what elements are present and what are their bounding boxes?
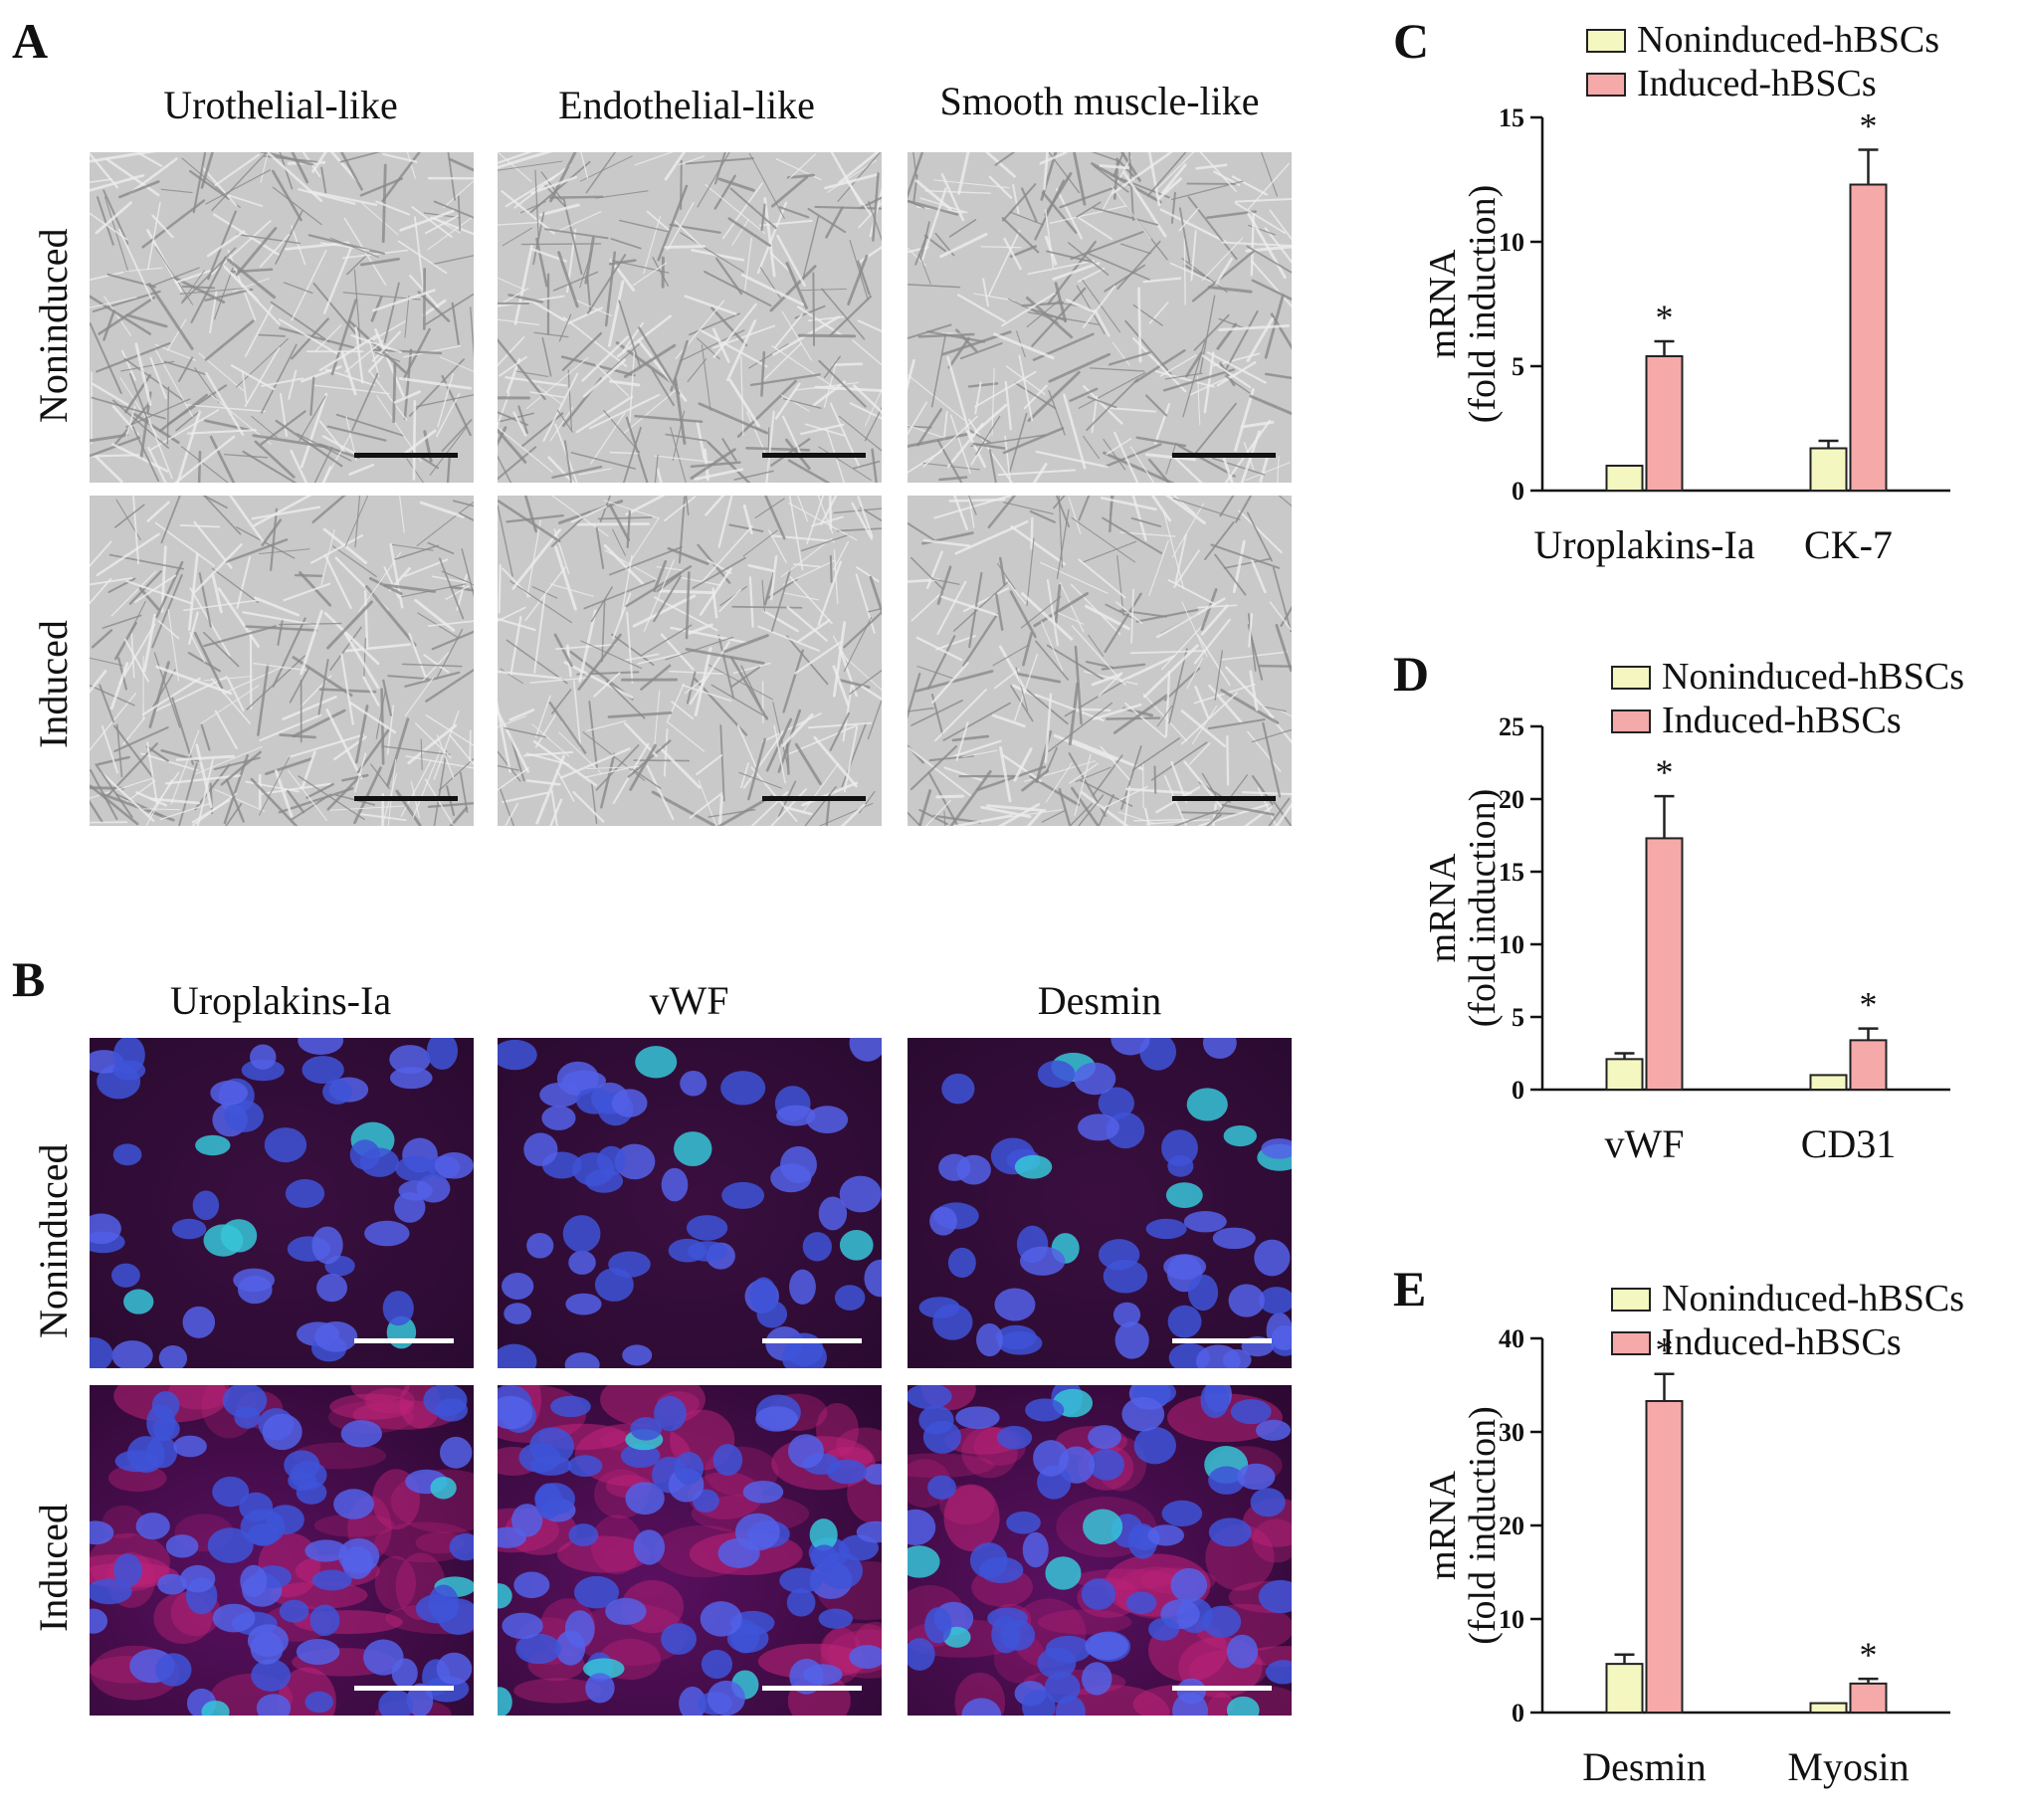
bar-uroplakins-ia-series-1 [1607, 466, 1643, 491]
bar-cd31-series-1 [1811, 1075, 1847, 1090]
y-tick-label-1: 5 [1512, 352, 1524, 381]
fluorescence-micrograph-r1-c3 [908, 1038, 1292, 1368]
phase-micrograph-r2-c1 [90, 496, 474, 826]
panel-letter-a: A [12, 12, 48, 70]
panel-b-row-label-noninduced: Noninduced [30, 1143, 77, 1338]
y-axis-label: mRNA [1422, 249, 1464, 358]
x-category-label-1: Desmin [1582, 1744, 1706, 1789]
legend-label-2: Induced-hBSCs [1662, 1321, 1902, 1363]
y-tick-label-5: 25 [1499, 712, 1524, 741]
legend-swatch-1 [1587, 30, 1625, 52]
legend-swatch-2 [1612, 710, 1650, 732]
fluorescence-micrograph-r2-c1 [90, 1385, 474, 1716]
scale-bar [762, 1338, 862, 1343]
scale-bar [762, 796, 866, 801]
y-tick-label-0: 0 [1512, 477, 1524, 506]
panel-letter-b: B [12, 950, 45, 1008]
panel-b-column-title-3: Desmin [908, 977, 1292, 1024]
phase-micrograph-r1-c1 [90, 152, 474, 483]
panel-a-column-title-3: Smooth muscle-like [908, 78, 1292, 124]
y-axis-label-line-2: (fold induction) [1462, 1406, 1504, 1645]
fluorescence-micrograph-r1-c2 [498, 1038, 882, 1368]
bar-myosin-series-1 [1811, 1704, 1847, 1713]
phase-micrograph-r2-c3 [908, 496, 1292, 826]
scale-bar [1172, 1338, 1272, 1343]
y-tick-label-4: 40 [1499, 1324, 1524, 1353]
scale-bar [354, 796, 458, 801]
bar-uroplakins-ia-series-2 [1647, 356, 1683, 491]
phase-micrograph-r2-c2 [498, 496, 882, 826]
y-axis-label-line-2: (fold induction) [1462, 185, 1504, 424]
bar-vwf-series-2 [1647, 838, 1683, 1090]
x-category-label-1: Uroplakins-Ia [1533, 522, 1754, 567]
panel-a-column-title-2: Endothelial-like [498, 82, 876, 128]
y-axis-label: mRNA [1422, 1471, 1464, 1580]
panel-a-row-label-noninduced: Noninduced [30, 228, 77, 423]
phase-micrograph-r1-c2 [498, 152, 882, 483]
bar-ck-7-series-1 [1811, 449, 1847, 492]
legend-label-1: Noninduced-hBSCs [1637, 19, 1939, 61]
scale-bar [354, 1686, 454, 1691]
legend-label-2: Induced-hBSCs [1637, 63, 1877, 104]
fluorescence-micrograph-r2-c3 [908, 1385, 1292, 1716]
scale-bar [762, 453, 866, 458]
bar-desmin-series-1 [1607, 1664, 1643, 1713]
scale-bar [1172, 796, 1276, 801]
scale-bar [1172, 453, 1276, 458]
legend-label-1: Noninduced-hBSCs [1662, 1278, 1964, 1319]
panel-a-row-label-induced: Induced [30, 620, 77, 748]
bar-myosin-series-2 [1851, 1684, 1887, 1713]
panel-b-column-title-2: vWF [498, 977, 881, 1024]
significance-marker: * [1860, 106, 1878, 146]
x-category-label-2: CD31 [1801, 1121, 1897, 1166]
bar-desmin-series-2 [1647, 1401, 1683, 1713]
legend-label-2: Induced-hBSCs [1662, 700, 1902, 741]
phase-micrograph-r1-c3 [908, 152, 1292, 483]
scale-bar [762, 1686, 862, 1691]
scale-bar [354, 453, 458, 458]
legend-label-1: Noninduced-hBSCs [1662, 656, 1964, 698]
x-category-label-1: vWF [1605, 1121, 1685, 1166]
legend-swatch-1 [1612, 667, 1650, 689]
x-category-label-2: Myosin [1787, 1744, 1909, 1789]
fluorescence-micrograph-r2-c2 [498, 1385, 882, 1716]
panel-a-column-title-1: Urothelial-like [92, 82, 470, 128]
legend-swatch-1 [1612, 1289, 1650, 1311]
scale-bar [1172, 1686, 1272, 1691]
significance-marker: * [1656, 298, 1674, 337]
panel-b-row-label-induced: Induced [30, 1504, 77, 1632]
x-category-label-2: CK-7 [1804, 522, 1893, 567]
y-tick-label-0: 0 [1512, 1076, 1524, 1105]
bar-vwf-series-1 [1607, 1059, 1643, 1090]
significance-marker: * [1860, 1635, 1878, 1675]
legend-swatch-2 [1612, 1332, 1650, 1354]
y-axis-label: mRNA [1422, 853, 1464, 962]
bar-cd31-series-2 [1851, 1040, 1887, 1090]
y-tick-label-3: 15 [1499, 103, 1524, 132]
legend-swatch-2 [1587, 74, 1625, 96]
bar-ck-7-series-2 [1851, 185, 1887, 492]
significance-marker: * [1656, 1330, 1674, 1370]
y-tick-label-1: 5 [1512, 1003, 1524, 1032]
scale-bar [354, 1338, 454, 1343]
significance-marker: * [1860, 985, 1878, 1025]
y-axis-label-line-2: (fold induction) [1462, 789, 1504, 1028]
panel-b-column-title-1: Uroplakins-Ia [92, 977, 470, 1024]
fluorescence-micrograph-r1-c1 [90, 1038, 474, 1368]
y-tick-label-0: 0 [1512, 1699, 1524, 1727]
significance-marker: * [1656, 752, 1674, 792]
